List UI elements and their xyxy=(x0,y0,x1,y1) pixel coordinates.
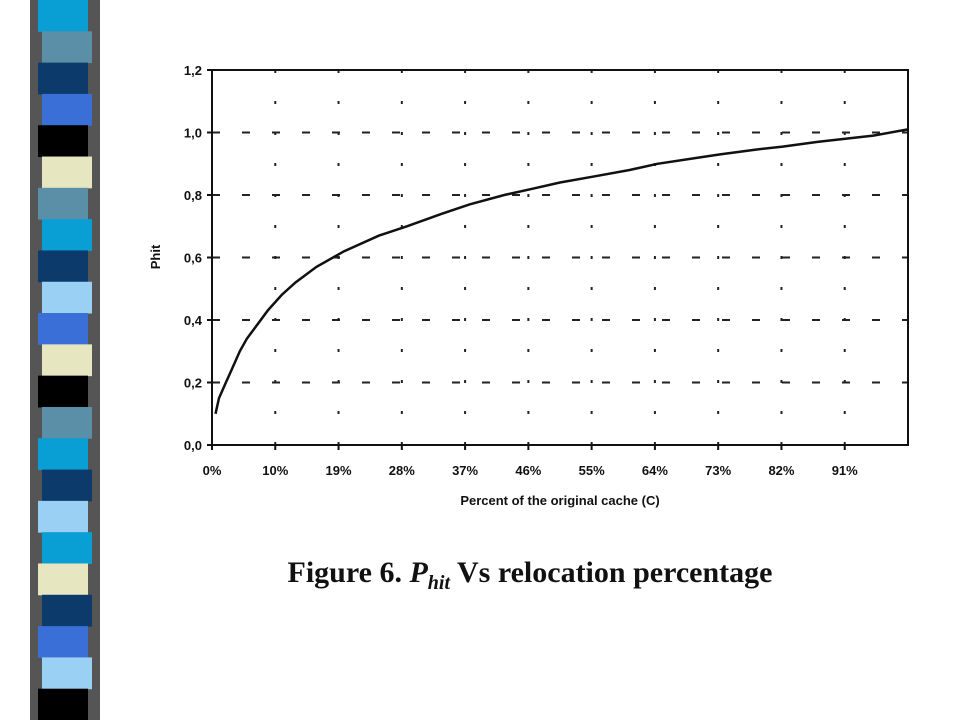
sidebar-block xyxy=(38,250,88,283)
sidebar-block xyxy=(38,688,88,720)
x-tick-label: 37% xyxy=(452,463,478,478)
decorative-sidebar-stripe xyxy=(30,0,100,720)
y-tick-label: 1,2 xyxy=(184,63,202,78)
sidebar-block xyxy=(38,375,88,408)
sidebar-block xyxy=(38,125,88,158)
figure-caption: Figure 6. Phit Vs relocation percentage xyxy=(0,556,960,595)
caption-symbol: P xyxy=(409,556,428,589)
sidebar-block xyxy=(42,281,92,314)
x-tick-label: 91% xyxy=(832,463,858,478)
x-tick-label: 82% xyxy=(768,463,794,478)
sidebar-block xyxy=(42,219,92,251)
x-axis-title: Percent of the original cache (C) xyxy=(460,493,659,508)
x-tick-label: 73% xyxy=(705,463,731,478)
sidebar-block xyxy=(38,626,88,658)
sidebar-block xyxy=(38,0,88,32)
sidebar-block xyxy=(42,156,92,189)
sidebar-block xyxy=(42,406,92,439)
sidebar-block xyxy=(42,657,92,690)
x-axis-ticks: 0% 10% 19% 28% 37% 46% 55% 64% 73% 82% 91% xyxy=(203,445,858,478)
y-tick-label: 0,2 xyxy=(184,376,202,391)
caption-suffix: Vs relocation percentage xyxy=(450,556,773,589)
sidebar-block xyxy=(38,62,88,95)
sidebar-block xyxy=(42,344,92,377)
sidebar-block xyxy=(38,563,88,596)
sidebar-block xyxy=(42,532,92,564)
sidebar-block xyxy=(42,31,92,64)
chart-grid xyxy=(212,70,908,445)
sidebar-block xyxy=(38,438,88,471)
x-tick-label: 28% xyxy=(389,463,415,478)
y-tick-label: 0,0 xyxy=(184,438,202,453)
sidebar-block xyxy=(38,187,88,220)
plot-area-frame xyxy=(211,69,909,446)
sidebar-block xyxy=(42,93,92,126)
series-line xyxy=(214,128,909,415)
sidebar-block xyxy=(38,313,88,345)
sidebar-block xyxy=(38,500,88,533)
x-tick-label: 19% xyxy=(326,463,352,478)
sidebar-block xyxy=(42,594,92,627)
caption-prefix: Figure 6. xyxy=(287,556,410,589)
x-tick-label: 46% xyxy=(515,463,541,478)
y-axis-ticks: 0,0 0,2 0,4 0,6 0,8 1,0 1,2 xyxy=(184,63,212,453)
caption-subscript: hit xyxy=(427,572,451,594)
sidebar-block xyxy=(42,469,92,502)
x-tick-label: 0% xyxy=(203,463,222,478)
x-tick-label: 64% xyxy=(642,463,668,478)
y-axis-title: Phit xyxy=(148,244,163,269)
y-tick-label: 1,0 xyxy=(184,126,202,141)
y-tick-label: 0,4 xyxy=(184,313,203,328)
y-tick-label: 0,6 xyxy=(184,251,202,266)
x-tick-label: 10% xyxy=(262,463,288,478)
x-tick-label: 55% xyxy=(579,463,605,478)
y-tick-label: 0,8 xyxy=(184,188,202,203)
